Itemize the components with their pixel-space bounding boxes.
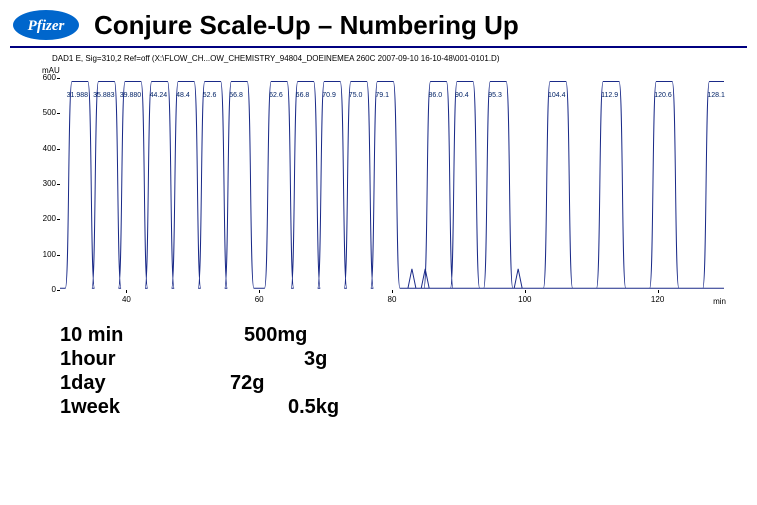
peak-label: 75.0 xyxy=(349,92,363,99)
chart-plot-area: 010020030040050060040608010012031.98835.… xyxy=(60,78,724,290)
peak-label: 52.6 xyxy=(203,92,217,99)
chart-x-label: min xyxy=(713,297,726,306)
amount-cell: 3g xyxy=(304,348,327,371)
y-tick-label: 500 xyxy=(28,108,56,117)
peak-label: 120.6 xyxy=(654,92,672,99)
time-cell: 1hour xyxy=(60,348,200,371)
chromatogram-trace xyxy=(60,82,724,289)
chromatogram-chart: DAD1 E, Sig=310,2 Ref=off (X:\FLOW_CH...… xyxy=(22,54,734,304)
peak-label: 44.24 xyxy=(150,92,168,99)
chart-source-path: DAD1 E, Sig=310,2 Ref=off (X:\FLOW_CH...… xyxy=(52,54,734,63)
y-tick-label: 200 xyxy=(28,214,56,223)
slide: Pfizer Conjure Scale-Up – Numbering Up D… xyxy=(0,0,757,505)
slide-title: Conjure Scale-Up – Numbering Up xyxy=(94,10,519,41)
peak-label: 48.4 xyxy=(176,92,190,99)
pfizer-logo: Pfizer xyxy=(10,7,82,43)
peak-label: 39.880 xyxy=(120,92,141,99)
time-cell: 1week xyxy=(60,396,200,419)
table-row: 1day 72g xyxy=(60,372,339,396)
time-cell: 10 min xyxy=(60,324,200,347)
peak-label: 128.1 xyxy=(707,92,725,99)
peak-label: 31.988 xyxy=(67,92,88,99)
y-tick-mark xyxy=(57,78,60,79)
y-tick-mark xyxy=(57,113,60,114)
y-tick-mark xyxy=(57,219,60,220)
scale-up-table: 10 min 500mg 1hour 3g 1day 72g 1week 0.5kg xyxy=(60,324,339,420)
x-tick-mark xyxy=(392,290,393,293)
amount-cell: 0.5kg xyxy=(288,396,339,419)
time-cell: 1day xyxy=(60,372,200,395)
y-tick-mark xyxy=(57,184,60,185)
y-tick-label: 0 xyxy=(28,285,56,294)
peak-label: 112.9 xyxy=(601,92,618,99)
y-tick-label: 600 xyxy=(28,73,56,82)
y-tick-mark xyxy=(57,290,60,291)
peak-label: 90.4 xyxy=(455,92,469,99)
y-tick-mark xyxy=(57,255,60,256)
logo-text: Pfizer xyxy=(28,18,65,34)
peak-label: 79.1 xyxy=(375,92,389,99)
y-tick-label: 100 xyxy=(28,250,56,259)
peak-label: 95.3 xyxy=(488,92,502,99)
peak-label: 86.0 xyxy=(428,92,442,99)
peak-label: 104.4 xyxy=(548,92,566,99)
table-row: 10 min 500mg xyxy=(60,324,339,348)
table-row: 1week 0.5kg xyxy=(60,396,339,420)
header: Pfizer Conjure Scale-Up – Numbering Up xyxy=(10,4,747,48)
x-tick-mark xyxy=(525,290,526,293)
peak-label: 62.6 xyxy=(269,92,283,99)
peak-label: 66.8 xyxy=(296,92,310,99)
x-tick-mark xyxy=(658,290,659,293)
x-tick-label: 60 xyxy=(255,295,264,304)
amount-cell: 72g xyxy=(230,372,264,395)
table-row: 1hour 3g xyxy=(60,348,339,372)
x-tick-label: 80 xyxy=(388,295,397,304)
y-tick-label: 300 xyxy=(28,179,56,188)
chromatogram-svg xyxy=(60,78,724,290)
y-tick-label: 400 xyxy=(28,144,56,153)
amount-cell: 500mg xyxy=(244,324,307,347)
peak-label: 35.883 xyxy=(93,92,114,99)
x-tick-label: 100 xyxy=(518,295,531,304)
y-tick-mark xyxy=(57,149,60,150)
x-tick-label: 120 xyxy=(651,295,664,304)
x-tick-mark xyxy=(259,290,260,293)
x-tick-label: 40 xyxy=(122,295,131,304)
peak-label: 56.8 xyxy=(229,92,243,99)
peak-label: 70.9 xyxy=(322,92,336,99)
x-tick-mark xyxy=(126,290,127,293)
